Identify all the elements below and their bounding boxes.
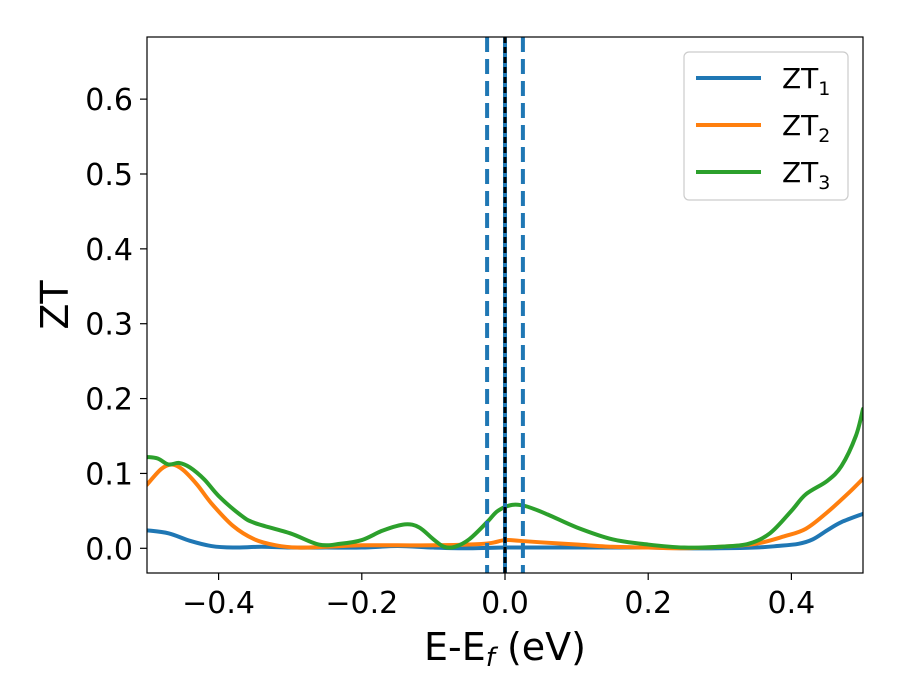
- y-axis-label: ZT: [33, 280, 77, 330]
- y-tick-label: 0.4: [85, 233, 133, 268]
- series-line-zt2: [147, 462, 863, 551]
- x-tick-label: −0.4: [182, 586, 255, 621]
- legend: ZT1 ZT2 ZT3: [683, 51, 849, 201]
- x-axis-label: E-Ef (eV): [424, 625, 586, 673]
- y-tick-label: 0.5: [85, 158, 133, 193]
- x-tick-label: 0.4: [768, 586, 816, 621]
- y-tick-label: 0.6: [85, 83, 133, 118]
- series-line-zt3: [147, 407, 863, 550]
- y-tick-label: 0.3: [85, 308, 133, 343]
- y-tick-label: 0.2: [85, 383, 133, 418]
- legend-label-zt3: ZT3: [782, 156, 830, 194]
- plot-area: [147, 37, 863, 573]
- x-tick-label: 0.2: [624, 586, 672, 621]
- y-tick-label: 0.1: [85, 457, 133, 492]
- legend-label-zt2: ZT2: [782, 109, 830, 147]
- x-tick-label: 0.0: [481, 586, 529, 621]
- legend-label-zt1: ZT1: [782, 62, 830, 100]
- x-tick-label: −0.2: [325, 586, 398, 621]
- y-tick-label: 0.0: [85, 532, 133, 567]
- legend-box: [683, 51, 849, 201]
